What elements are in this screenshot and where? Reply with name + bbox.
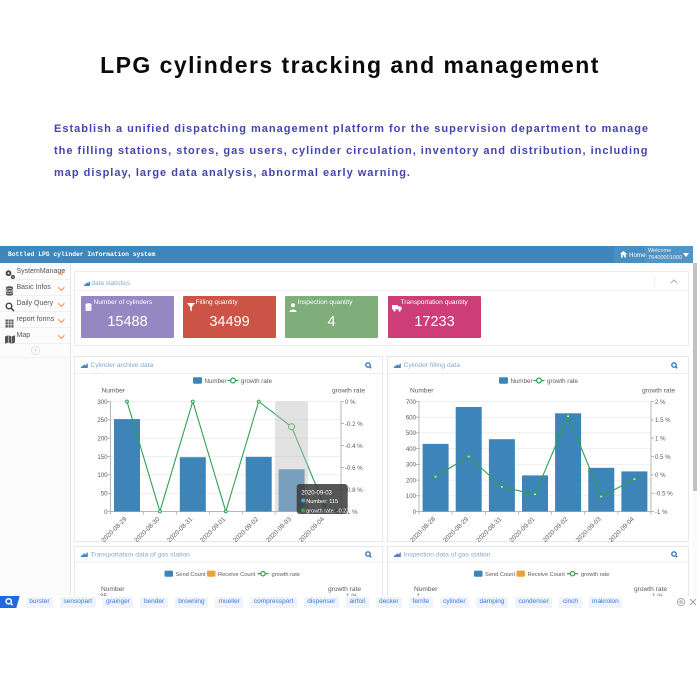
svg-text:Number: Number [205,377,227,384]
svg-text:Cylinder archive data: Cylinder archive data [91,362,154,369]
svg-text:1 %: 1 % [655,435,666,442]
svg-text:Send Count: Send Count [176,572,206,578]
svg-text:growth rate: growth rate [328,586,361,593]
svg-text:Number: Number [410,387,434,394]
svg-text:Transportation data of gas sta: Transportation data of gas station [91,551,191,558]
svg-text:0: 0 [413,508,417,515]
svg-text:-0.8 %: -0.8 % [345,486,363,493]
svg-text:growth rate: growth rate [332,387,365,394]
svg-text:200: 200 [97,435,108,442]
svg-text:0.5 %: 0.5 % [655,453,671,460]
svg-text:-1 %: -1 % [345,508,358,515]
svg-text:150: 150 [97,453,108,460]
svg-text:0 %: 0 % [655,472,666,479]
svg-text:0 %: 0 % [345,398,356,405]
svg-text:Number: 115: Number: 115 [306,498,338,504]
svg-text:400: 400 [406,445,417,452]
svg-text:0: 0 [104,508,108,515]
svg-text:-0.6 %: -0.6 % [345,464,363,471]
svg-text:-0.2 %: -0.2 % [345,420,363,427]
svg-text:35: 35 [100,593,108,597]
svg-text:700: 700 [406,398,417,405]
svg-text:300: 300 [406,461,417,468]
svg-text:Receive Count: Receive Count [528,572,566,578]
svg-text:1 %: 1 % [346,593,357,597]
svg-text:100: 100 [406,493,417,500]
svg-text:-0.4 %: -0.4 % [345,442,363,449]
svg-text:1: 1 [416,593,420,597]
svg-text:300: 300 [97,398,108,405]
svg-text:Number: Number [414,586,438,593]
svg-text:1 %: 1 % [652,593,663,597]
svg-text:200: 200 [406,477,417,484]
svg-text:100: 100 [97,472,108,479]
svg-text:growth rate: growth rate [241,377,273,384]
svg-text:growth rate: growth rate [634,586,667,593]
svg-text:600: 600 [406,414,417,421]
svg-text:growth rate: growth rate [642,387,675,394]
svg-text:-1 %: -1 % [655,508,668,515]
svg-text:growth rate: growth rate [581,572,609,578]
svg-text:Cylinder filling data: Cylinder filling data [404,362,461,369]
svg-text:Number: Number [101,586,125,593]
svg-text:-0.5 %: -0.5 % [655,490,673,497]
svg-text:growth rate: growth rate [547,377,579,384]
svg-text:500: 500 [406,430,417,437]
svg-text:2 %: 2 % [655,398,666,405]
svg-text:growth rate: growth rate [272,572,300,578]
svg-text:250: 250 [97,417,108,424]
svg-text:Number: Number [511,377,533,384]
svg-text:Receive Count: Receive Count [218,572,256,578]
svg-text:Number: Number [102,387,126,394]
svg-text:Inspection data of gas station: Inspection data of gas station [404,551,491,558]
svg-text:growth rate: -0.23: growth rate: -0.23 [306,508,349,514]
svg-text:1.5 %: 1.5 % [655,417,671,424]
svg-text:2020-09-03: 2020-09-03 [301,490,332,496]
svg-text:Send Count: Send Count [485,572,515,578]
svg-text:50: 50 [101,490,108,497]
